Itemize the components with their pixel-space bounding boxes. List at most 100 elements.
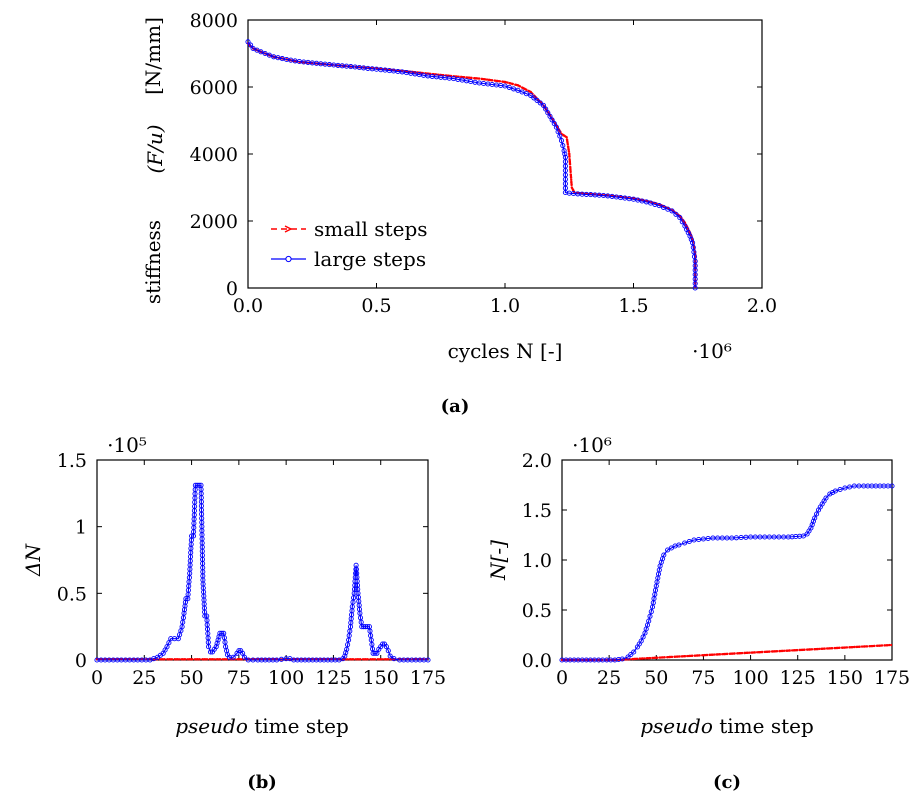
series-point [245,39,251,45]
series-point [870,644,874,648]
series-point [183,596,189,602]
series-point [230,654,236,660]
series-point [691,654,694,657]
series-point [366,658,369,661]
series-point [790,649,794,652]
series-point [855,645,859,649]
series-point [889,483,895,489]
series-point [344,646,350,652]
series-point [828,647,831,650]
series-point [736,652,739,655]
x-tick-label: 175 [410,667,446,689]
series-point [470,76,473,80]
y-tick-label: 8000 [190,10,238,32]
series-point [671,655,674,659]
series-point [514,83,517,86]
series-point [198,658,201,661]
series-point [206,644,212,650]
series-point [566,145,570,148]
series-point [653,656,656,659]
series-point [569,176,573,179]
series-small-steps [560,643,893,662]
series-point [765,650,769,653]
series-point [516,84,520,87]
x-axis-label-rest: time step [713,714,814,738]
series-point [668,655,671,659]
series-point [557,133,563,139]
series-point [873,644,876,648]
series-large-steps [94,482,431,663]
series-point [705,535,711,542]
x-tick-label: 1.0 [490,295,520,317]
series-point [631,657,634,661]
series-point [708,653,711,657]
series-point [325,657,331,663]
series-point [830,489,836,496]
series-point [523,87,526,90]
series-point [842,485,848,491]
series-point [549,117,555,123]
series-point [856,483,862,489]
x-tick-label: 75 [691,667,715,689]
series-point [827,491,833,497]
x-tick-label: 25 [597,667,621,689]
series-point [713,653,716,656]
series-point [193,658,196,661]
series-point [762,534,768,540]
series-point [701,654,704,657]
series-point [752,534,758,540]
series-point [543,106,549,112]
series-line [97,484,428,661]
series-point [676,542,682,548]
series-point [245,657,251,663]
series-line [247,41,696,288]
series-point [302,657,308,663]
series-point [748,534,754,540]
series-point [691,537,697,543]
series-point [751,651,754,654]
y-tick-label: 0 [226,278,238,300]
series-point [385,648,391,654]
series-point [880,644,884,647]
series-point [823,647,826,650]
y-tick-label: 0.5 [57,583,87,605]
x-axis-label-italic: pseudo [640,714,713,738]
series-point [562,151,568,157]
y-tick-label: 0 [75,650,87,672]
y-tick-label: 2.0 [522,450,552,472]
y-axis-label-prefix: stiffness [141,220,165,304]
legend-label-small-steps: small steps [314,217,428,241]
series-point [192,482,198,488]
series-point [374,658,377,661]
series-point [560,143,566,149]
series-point [278,656,284,662]
series-point [706,653,709,657]
series-point [753,651,756,654]
series-point [723,652,726,656]
y-tick-label: 0.0 [522,650,552,672]
series-point [808,648,811,651]
series-point [345,642,351,648]
series-point [865,645,869,648]
series-point [738,652,741,655]
x-tick-label: 25 [132,667,156,689]
series-point [359,658,362,661]
series-point [343,650,349,656]
series-point [661,552,667,558]
series-point [837,486,843,493]
series-point [203,658,206,661]
series-point [619,656,625,662]
series-point [776,534,782,540]
series-point [570,183,573,187]
series-point [830,647,834,650]
series-point [780,649,784,653]
series-point [812,515,818,521]
series-point [746,651,749,654]
series-point [201,658,204,661]
series-point [383,644,389,650]
y-axis-label-math: (F/u) [143,124,167,173]
series-point [738,534,744,541]
x-tick-label: 0.5 [361,295,391,317]
series-point [369,658,372,661]
